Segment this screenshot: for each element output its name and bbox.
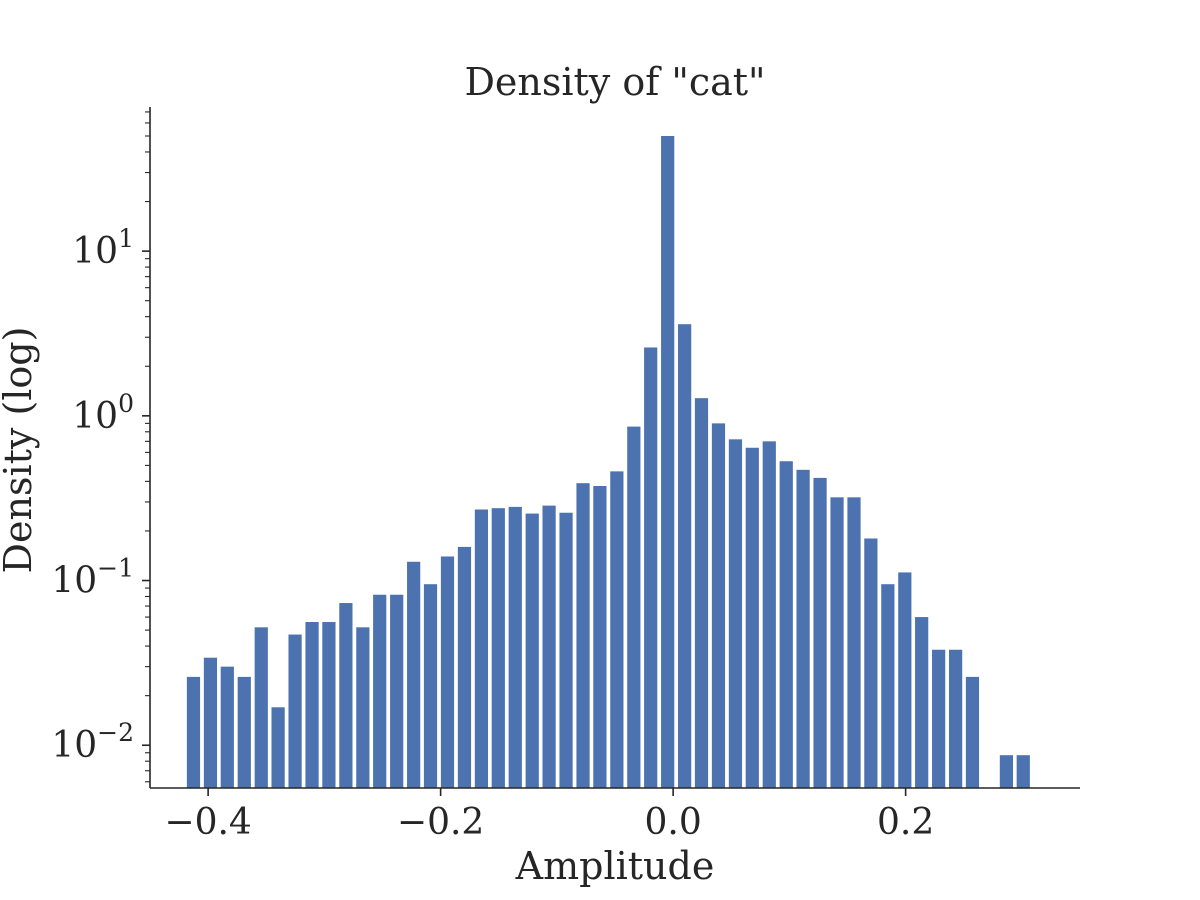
- y-tick-label-exponent: 0: [118, 389, 134, 418]
- x-ticks: −0.4 −0.2 0.0 0.2: [164, 788, 934, 843]
- bar: [796, 469, 810, 788]
- bar: [898, 572, 912, 788]
- bar: [186, 676, 201, 788]
- x-tick-label: −0.4: [164, 802, 251, 843]
- bar: [440, 556, 455, 788]
- bar: [220, 666, 234, 788]
- bar: [322, 622, 336, 788]
- bar: [339, 603, 353, 788]
- bar: [457, 546, 472, 788]
- bar: [965, 676, 980, 788]
- bar: [610, 471, 624, 788]
- bar: [864, 538, 878, 788]
- bar: [999, 755, 1014, 788]
- bar: [508, 506, 522, 788]
- bar: [237, 676, 251, 788]
- bar: [407, 561, 421, 788]
- y-tick-label-exponent: −1: [97, 554, 134, 583]
- bar: [881, 584, 895, 788]
- bar: [390, 594, 404, 788]
- bar: [762, 441, 776, 788]
- bar: [915, 617, 929, 788]
- bar: [779, 461, 793, 788]
- bar: [949, 649, 963, 788]
- y-tick-label-exponent: 1: [118, 224, 134, 253]
- bar: [288, 634, 302, 788]
- bar: [694, 398, 709, 788]
- bar: [576, 483, 590, 788]
- bar: [678, 324, 692, 788]
- bar: [203, 657, 218, 788]
- bar: [542, 505, 556, 788]
- x-tick-label: 0.0: [644, 802, 701, 843]
- bar: [932, 649, 946, 788]
- y-axis-label: Density (log): [0, 327, 40, 574]
- bar: [661, 136, 675, 788]
- chart-title: Density of "cat": [464, 60, 765, 104]
- bar: [847, 497, 861, 788]
- y-tick-label-base: 10: [51, 725, 97, 766]
- y-tick-label: 10−1: [51, 554, 134, 602]
- bar: [305, 622, 319, 788]
- y-tick-label: 101: [72, 224, 134, 272]
- bar: [254, 627, 268, 788]
- bar: [1016, 755, 1030, 788]
- bar: [813, 477, 827, 788]
- bar: [373, 594, 387, 788]
- bar: [830, 497, 844, 788]
- x-tick-label: −0.2: [397, 802, 484, 843]
- bar: [627, 426, 641, 788]
- x-axis-label: Amplitude: [515, 844, 715, 888]
- bar: [423, 584, 438, 788]
- bar: [559, 512, 573, 788]
- y-tick-label: 10−2: [51, 718, 134, 766]
- bar: [728, 439, 743, 788]
- bar: [525, 513, 539, 788]
- y-tick-label-exponent: −2: [97, 718, 134, 747]
- y-tick-label-base: 10: [51, 561, 97, 602]
- bar: [593, 485, 607, 788]
- x-tick-label: 0.2: [877, 802, 934, 843]
- y-tick-label: 100: [72, 389, 134, 437]
- bar: [271, 707, 285, 788]
- y-minor-ticks: [145, 111, 150, 783]
- bar: [644, 347, 658, 788]
- y-tick-label-base: 10: [72, 231, 118, 272]
- bar: [491, 508, 505, 788]
- y-tick-label-base: 10: [72, 396, 118, 437]
- bar: [745, 447, 759, 788]
- bar: [356, 627, 370, 788]
- bar: [711, 423, 726, 788]
- bars: [186, 136, 1030, 788]
- bar: [474, 509, 489, 788]
